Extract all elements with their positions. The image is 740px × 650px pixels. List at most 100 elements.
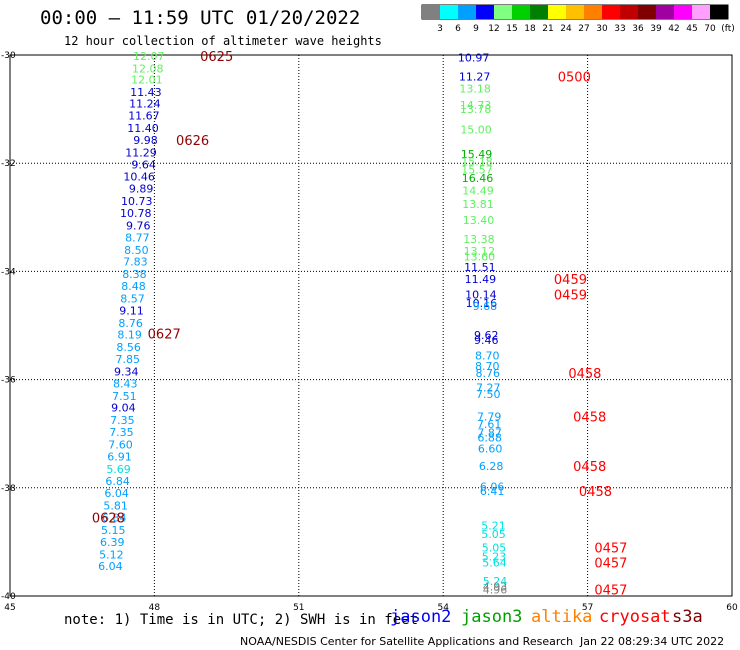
time-label: 0457	[594, 541, 627, 556]
time-label: 0625	[200, 50, 233, 65]
plot-frame	[9, 54, 733, 597]
colorbar-swatch	[566, 5, 584, 19]
colorbar-tick-label: 12	[488, 24, 499, 34]
wave-height-label: 6.06	[480, 481, 505, 494]
wave-height-label: 10.97	[458, 52, 490, 65]
wave-height-label: 5.81	[103, 500, 128, 513]
wave-height-label: 10.46	[123, 171, 155, 184]
legend-altika: altika	[531, 607, 593, 627]
y-tick-label: -34	[1, 267, 16, 277]
time-label: 0458	[573, 410, 606, 425]
time-label: 0458	[579, 485, 612, 500]
x-tick-label: 54	[437, 603, 449, 613]
wave-height-label: 9.98	[133, 134, 158, 147]
wave-height-label: 8.38	[122, 268, 147, 281]
colorbar-swatch	[692, 5, 710, 19]
wave-height-label: 11.43	[130, 86, 162, 99]
colorbar-tick-label: 39	[650, 24, 662, 34]
wave-height-label: 6.39	[100, 536, 125, 549]
y-tick-label: -36	[1, 376, 16, 386]
wave-height-label: 13.81	[462, 198, 494, 211]
time-label: 0459	[554, 273, 587, 288]
time-label: 0459	[554, 289, 587, 304]
time-label: 0626	[176, 134, 209, 149]
x-tick-label: 60	[726, 603, 738, 613]
wave-height-label: 8.57	[120, 292, 145, 305]
y-tick-label: -38	[1, 484, 16, 494]
time-label: 0457	[594, 556, 627, 571]
colorbar-swatch	[620, 5, 638, 19]
wave-height-label: 9.46	[474, 334, 499, 347]
wave-height-label: 7.51	[112, 390, 137, 403]
page-subtitle: 12 hour collection of altimeter wave hei…	[64, 34, 382, 48]
wave-height-label: 10.78	[120, 207, 152, 220]
wave-height-label: 4.96	[483, 584, 508, 597]
wave-height-label: 8.70	[475, 349, 500, 362]
wave-height-label: 6.91	[107, 450, 132, 463]
wave-height-label: 5.05	[481, 528, 506, 541]
x-tick-label: 51	[293, 603, 304, 613]
colorbar-swatch	[440, 5, 458, 19]
wave-height-label: 14.49	[462, 184, 494, 197]
time-label: 0500	[558, 71, 591, 86]
colorbar-swatch	[656, 5, 674, 19]
colorbar-swatch	[476, 5, 494, 19]
wave-height-label: 7.83	[123, 256, 148, 269]
x-tick-label: 48	[149, 603, 161, 613]
wave-height-label: 10.73	[121, 195, 153, 208]
colorbar-swatch	[710, 5, 728, 19]
colorbar-tick-label: 45	[686, 24, 697, 34]
colorbar-swatch	[512, 5, 530, 19]
wave-height-label: 11.67	[128, 110, 160, 123]
wave-height-label: 9.89	[129, 183, 154, 196]
wave-height-label: 11.49	[465, 273, 497, 286]
wave-height-label: 7.87	[477, 427, 502, 440]
colorbar-swatch	[584, 5, 602, 19]
legend-jason3: jason3	[461, 607, 523, 627]
wave-height-label: 9.11	[119, 304, 144, 317]
wave-height-label: 13.12	[464, 245, 496, 258]
wave-height-label: 5.05	[482, 541, 507, 554]
colorbar-tick-label: 3	[437, 24, 443, 34]
wave-height-label: 9.04	[111, 402, 136, 415]
wave-height-label: 13.40	[463, 214, 495, 227]
page-title: 00:00 – 11:59 UTC 01/20/2022	[40, 7, 361, 29]
colorbar-swatch	[530, 5, 548, 19]
y-tick-label: -40	[1, 592, 16, 602]
wave-height-label: 8.50	[124, 244, 149, 257]
colorbar-tick-label: 30	[596, 24, 608, 34]
wave-height-label: 8.56	[116, 341, 141, 354]
wave-height-label: 12.07	[133, 50, 165, 63]
time-label: 0627	[148, 328, 181, 343]
colorbar-tick-label: 9	[473, 24, 479, 34]
colorbar-tick-label: 70	[704, 24, 716, 34]
wave-height-label: 9.34	[114, 365, 139, 378]
wave-height-label: 6.28	[479, 460, 504, 473]
wave-height-label: 5.24	[483, 575, 508, 588]
wave-height-label: 5.69	[106, 463, 131, 476]
wave-height-label: 16.46	[462, 172, 494, 185]
colorbar-swatch	[674, 5, 692, 19]
colorbar-tick-label: 6	[455, 24, 461, 34]
wave-height-label: 9.64	[131, 158, 156, 171]
wave-height-label: 15.49	[461, 148, 493, 161]
wave-height-label: 11.29	[125, 146, 157, 159]
wave-height-label: 5.64	[482, 556, 507, 569]
wave-height-label: 12.01	[131, 73, 163, 86]
wave-height-label: 8.77	[125, 231, 150, 244]
series-group: 12.0712.0812.0111.4311.2411.6711.409.981…	[98, 50, 164, 573]
y-tick-label: -30	[1, 51, 16, 61]
wave-height-label: 5.15	[101, 524, 126, 537]
wave-height-label: 15.57	[461, 164, 493, 177]
wave-height-label: 6.04	[98, 560, 123, 573]
time-label: 0458	[568, 367, 601, 382]
colorbar-tick-label: 33	[614, 24, 625, 34]
wave-height-label: 10.16	[466, 297, 498, 310]
legend-cryosat: cryosat	[599, 607, 671, 627]
wave-height-label: 15.18	[461, 156, 493, 169]
colorbar-swatch	[548, 5, 566, 19]
time-label: 0457	[594, 584, 627, 599]
time-label: 0458	[573, 460, 606, 475]
